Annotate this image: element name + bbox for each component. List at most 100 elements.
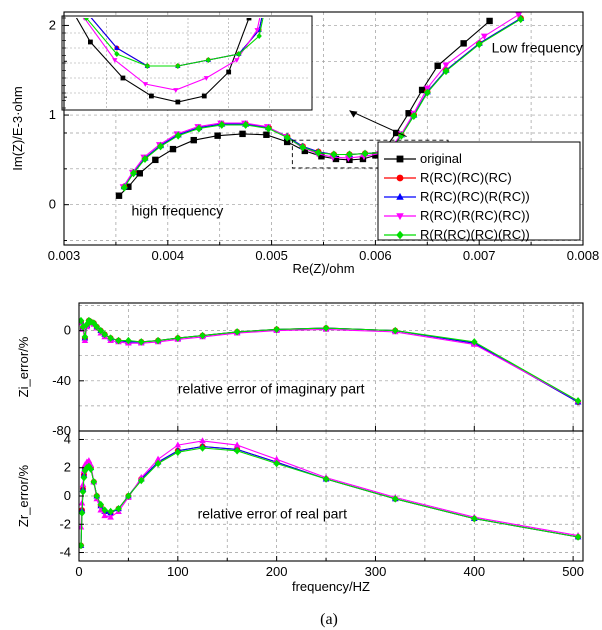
data-point: [97, 326, 105, 335]
data-point: [264, 124, 273, 133]
data-point: [226, 69, 232, 75]
data-point: [322, 324, 330, 332]
data-point: [93, 323, 101, 331]
data-point: [125, 336, 132, 345]
data-point: [480, 33, 488, 41]
data-point: [107, 334, 114, 342]
data-point: [332, 155, 340, 163]
data-point: [361, 149, 369, 158]
data-point: [283, 133, 291, 142]
data-point: [470, 338, 478, 346]
data-point: [322, 475, 330, 483]
data-point: [136, 170, 143, 177]
data-point: [236, 51, 242, 57]
series-original: [115, 17, 493, 199]
data-point: [242, 120, 250, 129]
data-point: [114, 51, 120, 57]
data-point: [214, 132, 221, 139]
data-point: [239, 130, 246, 138]
series-r-r-rc-rc-rc-: [83, 18, 264, 69]
data-point: [203, 76, 209, 81]
data-point: [299, 143, 307, 152]
data-point: [574, 533, 582, 541]
series-r-r-rc-rc-rc-: [79, 316, 582, 405]
data-point: [173, 88, 179, 93]
zoom-arrow-head: [349, 110, 358, 118]
data-point: [120, 75, 126, 81]
data-point: [233, 447, 241, 455]
legend-label: R(RC)(RC)(R(RC)): [420, 189, 530, 204]
legend-label: original: [420, 151, 462, 166]
data-point: [112, 58, 118, 63]
data-point: [195, 124, 203, 133]
data-point: [107, 507, 114, 516]
data-point: [392, 129, 400, 137]
data-point: [137, 476, 145, 485]
data-point: [174, 334, 182, 342]
x-axis-label: Re(Z)/ohm: [292, 261, 354, 276]
data-point: [101, 330, 108, 339]
zoom-inset: [61, 15, 313, 111]
data-point: [115, 504, 122, 513]
data-point: [273, 325, 280, 334]
data-point: [190, 136, 197, 144]
x-tick-label: 0.006: [359, 248, 392, 263]
data-point: [205, 57, 211, 63]
data-point: [199, 437, 206, 444]
nyquist-plot: 0.003 0.004 0.005 0.006 0.007 0.008 0 1 2 Re(Z)/o…: [10, 11, 600, 276]
data-point: [391, 495, 399, 503]
legend-box: [377, 141, 581, 241]
data-point: [199, 444, 206, 452]
series-r-rc-rc-r-rc-: [79, 442, 582, 548]
data-point: [273, 455, 280, 462]
data-point: [174, 441, 182, 448]
x-tick-label: 0.007: [463, 248, 496, 263]
legend-marker: [396, 155, 404, 163]
legend-marker: [396, 174, 404, 182]
data-point: [154, 459, 162, 468]
data-point: [137, 338, 145, 346]
legend-label: R(R(RC)(RC)(RC)): [420, 227, 530, 242]
x-tick-label: 0: [75, 564, 82, 579]
data-point: [97, 500, 105, 509]
x-tick-label: 0.004: [152, 248, 185, 263]
data-point: [79, 541, 85, 550]
y-tick-label: -40: [52, 373, 71, 388]
data-point: [154, 336, 162, 345]
x-tick-label: 0.005: [255, 248, 288, 263]
imaginary-error-plot: 0 -40 -80 Zi_error/% relative error of imagi…: [16, 302, 584, 438]
annotation-imaginary: relative error of imaginary part: [178, 380, 365, 396]
legend-label: R(RC)(R(RC)(RC)): [420, 208, 530, 223]
data-point: [152, 156, 159, 164]
data-point: [423, 88, 431, 97]
data-point: [254, 28, 260, 33]
data-point: [273, 459, 280, 468]
annotation-high-frequency: high frequency: [131, 202, 223, 218]
data-point: [83, 18, 89, 21]
data-point: [301, 147, 309, 155]
data-point: [410, 111, 418, 120]
data-point: [107, 513, 114, 520]
legend-label: R(RC)(RC)(RC): [420, 170, 512, 185]
legend-marker: [396, 230, 404, 240]
data-point: [175, 99, 181, 105]
y-tick-label: 0: [49, 197, 56, 212]
data-point: [90, 478, 98, 486]
data-point: [87, 465, 95, 473]
data-point: [101, 512, 108, 519]
data-point: [515, 12, 523, 19]
real-error-plot: 4 2 0 -2 -4 0 100 200 300 400 500 frequency/HZ Zr_er…: [16, 430, 584, 594]
data-point: [283, 138, 291, 146]
x-tick-label: 0.003: [48, 248, 81, 263]
data-point: [434, 62, 441, 69]
data-point: [405, 110, 412, 117]
data-point: [233, 441, 241, 448]
y-tick-label: 2: [64, 460, 71, 475]
data-point: [460, 40, 467, 47]
series-r-r-rc-rc-rc-: [79, 444, 582, 550]
data-point: [174, 131, 182, 140]
y-tick-label: -2: [59, 516, 71, 531]
x-tick-label: 0.008: [567, 248, 600, 263]
data-point: [79, 509, 86, 517]
figure-caption: (a): [320, 611, 338, 628]
